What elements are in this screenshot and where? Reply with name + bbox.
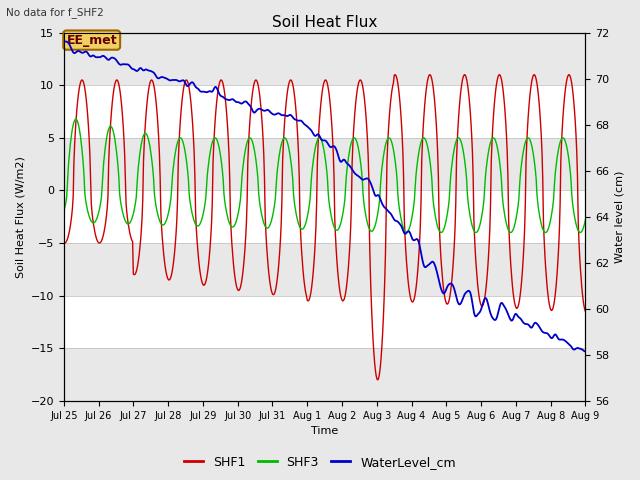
Bar [64, 348, 586, 401]
Title: Soil Heat Flux: Soil Heat Flux [272, 15, 378, 30]
Y-axis label: Water level (cm): Water level (cm) [615, 170, 625, 263]
Bar [64, 33, 586, 85]
Bar [64, 296, 586, 348]
Bar [64, 191, 586, 243]
Bar [64, 243, 586, 296]
Text: EE_met: EE_met [67, 34, 117, 47]
Bar [64, 85, 586, 138]
X-axis label: Time: Time [311, 426, 339, 436]
Bar [64, 138, 586, 191]
Y-axis label: Soil Heat Flux (W/m2): Soil Heat Flux (W/m2) [15, 156, 25, 277]
Text: No data for f_SHF2: No data for f_SHF2 [6, 7, 104, 18]
Legend: SHF1, SHF3, WaterLevel_cm: SHF1, SHF3, WaterLevel_cm [179, 451, 461, 474]
